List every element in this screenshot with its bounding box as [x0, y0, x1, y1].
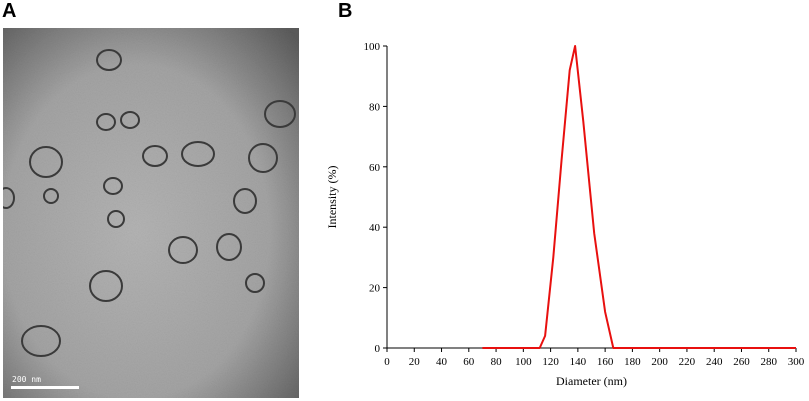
x-tick-label: 260 [733, 356, 750, 368]
vesicle [96, 113, 116, 131]
vesicle [142, 145, 168, 167]
vesicle [168, 236, 198, 264]
x-tick-label: 280 [760, 356, 777, 368]
vesicle [233, 188, 257, 214]
vesicle [43, 188, 59, 204]
x-tick-label: 40 [436, 356, 448, 368]
x-tick-label: 120 [542, 356, 559, 368]
y-tick-label: 40 [369, 222, 381, 234]
scale-bar [11, 386, 79, 389]
vesicle [264, 100, 296, 128]
vesicle [29, 146, 63, 178]
x-tick-label: 200 [651, 356, 668, 368]
vesicle [107, 210, 125, 228]
vesicle [3, 187, 15, 209]
vesicle [96, 49, 122, 71]
vesicle [89, 270, 123, 302]
y-tick-label: 60 [369, 162, 381, 174]
y-axis-label: Intensity (%) [325, 166, 339, 229]
tem-background [3, 28, 299, 398]
size-distribution-chart: 0 20 40 60 80 100 120 140 160 180 200 220 240 260 280 3… [325, 41, 805, 388]
panel-label-a: A [2, 0, 17, 22]
x-tick-label: 20 [409, 356, 421, 368]
x-tick-label: 300 [788, 356, 805, 368]
x-tick-label: 0 [384, 356, 390, 368]
x-tick-label: 100 [515, 356, 532, 368]
y-tick-label: 20 [369, 283, 381, 295]
vesicle [120, 111, 140, 129]
vesicle [216, 233, 242, 261]
x-tick-label: 80 [491, 356, 503, 368]
vesicle [181, 141, 215, 167]
x-axis-label: Diameter (nm) [556, 374, 627, 388]
panel-label-b: B [338, 0, 353, 22]
tem-micrograph: 200 nm [3, 28, 299, 398]
vesicle-group [3, 49, 296, 357]
x-tick-label: 140 [570, 356, 587, 368]
x-tick-label: 240 [706, 356, 723, 368]
scale-bar-label: 200 nm [12, 375, 41, 384]
ticks: 0 20 40 60 80 100 120 140 160 180 200 220 240 260 280 3… [364, 41, 805, 368]
x-tick-label: 60 [463, 356, 475, 368]
x-tick-label: 220 [679, 356, 696, 368]
x-tick-label: 160 [597, 356, 614, 368]
vesicle [103, 177, 123, 195]
x-tick-label: 180 [624, 356, 641, 368]
y-tick-label: 80 [369, 101, 381, 113]
vesicle [21, 325, 61, 357]
series-line-intensity [482, 45, 796, 349]
y-tick-label: 0 [375, 343, 381, 355]
vesicle [248, 143, 278, 173]
vesicle [245, 273, 265, 293]
y-tick-label: 100 [364, 41, 381, 53]
